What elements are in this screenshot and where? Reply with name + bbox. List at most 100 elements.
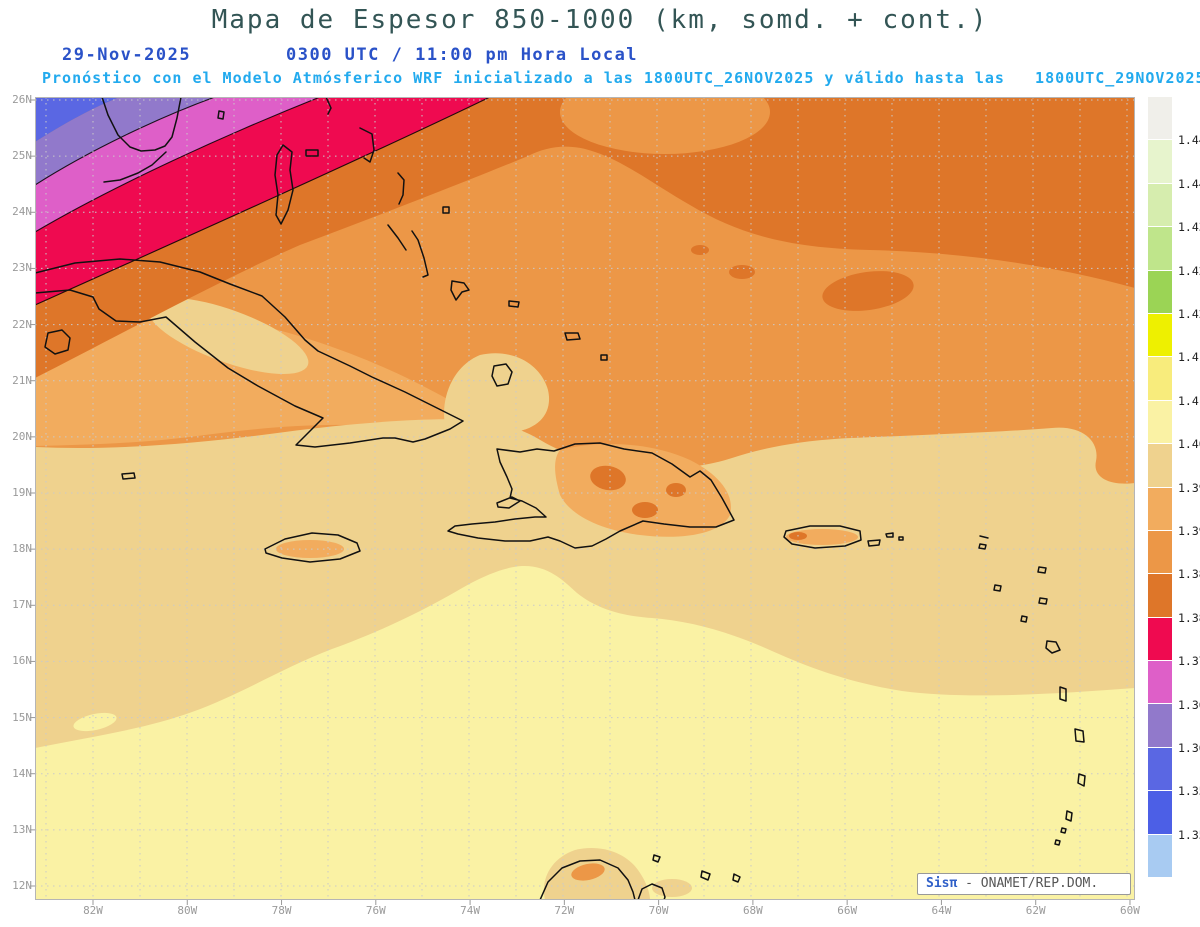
legend-swatch <box>1148 574 1172 617</box>
forecast-label: Pronóstico con el Modelo Atmósferico WRF… <box>42 69 1200 87</box>
attribution-text: - ONAMET/REP.DOM. <box>957 876 1099 891</box>
coastline-lesser-antilles <box>978 535 1086 885</box>
patch-dark-hispaniola-2 <box>632 502 658 518</box>
legend-swatch <box>1148 487 1172 530</box>
legend-value: 1.416 <box>1178 350 1200 365</box>
lon-label: 82W <box>83 904 103 917</box>
lat-label: 14N <box>12 766 32 780</box>
band-pink <box>35 97 320 232</box>
legend-swatch <box>1148 313 1172 357</box>
band-crimson <box>35 97 490 305</box>
legend-value: 1.44 <box>1178 176 1200 191</box>
legend-value: 1.428 <box>1178 263 1200 278</box>
lat-label: 19N <box>12 486 32 499</box>
band-pale-yellow-south <box>35 565 1135 900</box>
brand-logo: Sisπ <box>926 876 958 891</box>
lat-label: 20N <box>12 429 32 443</box>
lon-label: 60W <box>1120 904 1140 917</box>
legend-swatch <box>1148 834 1172 878</box>
patch-dark-hispaniola-1 <box>590 465 626 491</box>
axis-ticks <box>30 99 1131 905</box>
lat-label: 22N <box>12 317 32 331</box>
patch-dark-hispaniola-3 <box>666 483 686 497</box>
thickness-contour-lines <box>35 97 491 306</box>
coastline-jamaica <box>264 532 361 563</box>
patch-light-orange-jamaica <box>276 540 344 558</box>
patch-khaki-guajira2 <box>652 879 692 897</box>
coastline-puerto-rico <box>783 525 904 549</box>
legend-value: 1.374 <box>1178 654 1200 669</box>
lon-label: 76W <box>365 904 386 917</box>
patch-orange-top-gap <box>560 97 770 154</box>
patch-khaki-cuba <box>147 298 309 374</box>
lon-label: 72W <box>554 904 575 917</box>
legend-swatch <box>1148 140 1172 183</box>
legend-swatch <box>1148 444 1172 487</box>
legend-swatch <box>1148 791 1172 834</box>
band-purple <box>35 97 215 185</box>
legend-swatch <box>1148 704 1172 747</box>
legend-swatch <box>1148 661 1172 704</box>
page-title: Mapa de Espesor 850-1000 (km, somd. + co… <box>211 5 989 35</box>
patch-dark-spot-2 <box>691 245 709 255</box>
lat-label: 13N <box>12 822 32 836</box>
lon-label: 62W <box>1025 904 1046 917</box>
coastline-florida <box>101 97 182 183</box>
contour-line-1368 <box>35 97 216 186</box>
band-light-orange-west <box>35 309 478 446</box>
band-blue-corner <box>35 97 120 142</box>
lat-label: 17N <box>12 598 32 612</box>
legend-value: 1.356 <box>1178 784 1200 799</box>
lon-label: 68W <box>742 904 763 917</box>
coastline-cuba <box>35 258 464 480</box>
patch-dark-spot-1 <box>729 265 755 279</box>
lat-label: 25N <box>12 149 32 163</box>
lat-label: 12N <box>12 879 32 892</box>
lat-label: 18N <box>12 542 32 556</box>
legend-value: 1.434 <box>1178 220 1200 235</box>
band-dark-orange-north <box>35 97 1135 378</box>
legend-swatch <box>1148 183 1172 227</box>
legend-swatch <box>1148 617 1172 661</box>
lat-label: 21N <box>12 373 32 387</box>
coastline-bahamas <box>217 97 608 387</box>
lat-label: 26N <box>12 93 32 106</box>
legend-value: 1.35 <box>1178 827 1200 842</box>
lon-label: 64W <box>931 904 952 917</box>
time-label: 0300 UTC / 11:00 pm Hora Local <box>286 45 639 65</box>
legend-swatch <box>1148 270 1172 313</box>
legend-value: 1.422 <box>1178 307 1200 321</box>
patch-orange-guajira <box>571 863 605 881</box>
coastlines <box>35 97 1086 900</box>
lat-label: 24N <box>12 205 32 219</box>
legend-value: 1.41 <box>1178 393 1200 408</box>
legend-value: 1.392 <box>1178 524 1200 538</box>
patch-khaki-turks <box>444 353 550 435</box>
lon-label: 78W <box>271 904 292 917</box>
lat-label: 23N <box>12 261 32 275</box>
patch-dark-blob-ne <box>822 271 914 311</box>
lat-label: 15N <box>12 710 32 724</box>
lon-label: 80W <box>177 904 198 917</box>
legend-value: 1.38 <box>1178 610 1200 625</box>
contour-line-1380 <box>35 97 491 306</box>
legend-swatch <box>1148 357 1172 400</box>
legend-value: 1.368 <box>1178 697 1200 712</box>
legend-value: 1.404 <box>1178 437 1200 452</box>
map-border <box>35 97 1135 900</box>
legend-value: 1.446 <box>1178 133 1200 148</box>
coastline-hispaniola <box>447 442 735 549</box>
filled-contours <box>35 97 1135 900</box>
legend-swatch <box>1148 227 1172 270</box>
legend-value: 1.386 <box>1178 567 1200 582</box>
legend-swatch <box>1148 400 1172 444</box>
attribution-box: Sisπ - ONAMET/REP.DOM. <box>917 873 1131 895</box>
patch-light-orange-puertorico <box>786 529 858 545</box>
lon-label: 70W <box>648 904 669 917</box>
lon-label: 66W <box>837 904 858 917</box>
legend-value: 1.362 <box>1178 741 1200 755</box>
coastline-south-america <box>539 854 741 900</box>
legend-swatch <box>1148 530 1172 574</box>
